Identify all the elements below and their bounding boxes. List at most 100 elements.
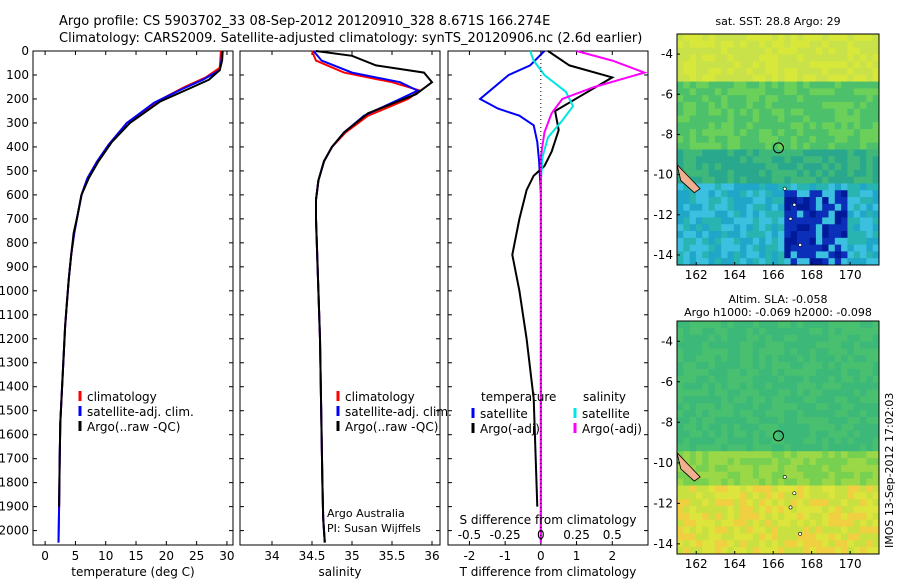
map-cell (822, 506, 829, 514)
map-cell (872, 512, 880, 521)
map-cell (815, 142, 823, 150)
map-cell (784, 95, 792, 103)
map-cell (809, 95, 817, 103)
map-cell (866, 416, 874, 425)
map-cell (822, 355, 829, 363)
map-cell (803, 519, 810, 527)
map-cell (721, 88, 728, 96)
map-cell (872, 471, 880, 480)
map-cell (708, 382, 716, 390)
map-cell (752, 451, 760, 459)
map-cell (695, 61, 703, 69)
map-cell (702, 34, 709, 42)
map-cell (790, 334, 798, 342)
map-cell (866, 183, 874, 191)
map-cell (815, 67, 823, 76)
map-cell (778, 321, 785, 329)
map-cell (847, 197, 855, 205)
map-cell (727, 54, 735, 62)
map-cell (778, 368, 785, 377)
map-cell (721, 197, 728, 205)
map-cell (784, 190, 792, 198)
map-cell (796, 375, 804, 384)
map-cell (695, 403, 703, 411)
top-tick-label: 0.25 (563, 528, 590, 542)
map-cell (860, 437, 867, 445)
map-cell (828, 533, 836, 541)
map-cell (834, 176, 842, 184)
map-cell (778, 362, 785, 370)
map-cell (765, 382, 773, 390)
map-cell (866, 430, 874, 438)
map-cell (746, 410, 754, 418)
map-cell (809, 47, 817, 55)
map-cell (752, 375, 760, 384)
map-cell (853, 512, 861, 521)
map-cell (778, 190, 785, 198)
map-cell (740, 34, 747, 42)
x-tick-label: 162 (685, 268, 708, 282)
map-cell (746, 389, 754, 397)
map-cell (796, 540, 804, 548)
map-cell (847, 451, 855, 459)
map-cell (740, 375, 747, 384)
map-cell (822, 512, 829, 521)
x-tick-label: 10 (98, 549, 113, 563)
map-cell (866, 519, 874, 527)
map-cell (721, 362, 728, 370)
map-cell (790, 519, 798, 527)
map-cell (790, 108, 798, 116)
map-cell (721, 34, 728, 42)
map-cell (790, 231, 798, 239)
map-cell (828, 217, 836, 225)
map-cell (809, 244, 817, 252)
map-cell (815, 334, 823, 342)
map-cell (733, 231, 741, 239)
map-cell (778, 341, 785, 349)
map-cell (695, 115, 703, 123)
map-cell (677, 244, 684, 252)
map-cell (695, 149, 703, 157)
map-cell (809, 258, 817, 266)
map-cell (714, 176, 722, 184)
map-cell (683, 512, 691, 521)
map-cell (752, 341, 760, 349)
map-cell (765, 251, 773, 259)
map-cell (746, 203, 754, 212)
map-cell (784, 54, 792, 62)
map-cell (733, 176, 741, 184)
y-tick-label: 400 (6, 140, 29, 154)
map-cell (746, 348, 754, 356)
map-cell (765, 471, 773, 480)
map-cell (695, 512, 703, 521)
map-cell (752, 348, 760, 356)
map-cell (702, 67, 709, 76)
map-cell (740, 129, 747, 137)
map-cell (721, 444, 728, 452)
map-cell (733, 355, 741, 363)
map-cell (746, 54, 754, 62)
map-cell (778, 416, 785, 425)
map-cell (809, 54, 817, 62)
map-cell (746, 231, 754, 239)
map-cell (841, 88, 848, 96)
map-cell (784, 348, 792, 356)
map-cell (778, 512, 785, 521)
map-cell (803, 190, 810, 198)
map-cell (847, 81, 855, 89)
map-cell (733, 430, 741, 438)
map-cell (860, 169, 867, 178)
map-cell (727, 451, 735, 459)
map-cell (803, 74, 810, 82)
map-cell (872, 533, 880, 541)
map-cell (759, 506, 766, 514)
series-line (58, 50, 224, 507)
map-cell (803, 231, 810, 239)
map-cell (765, 217, 773, 225)
map-cell (689, 423, 697, 432)
map-cell (714, 34, 722, 42)
map-cell (752, 210, 760, 218)
map-cell (740, 321, 747, 329)
map-cell (708, 471, 716, 480)
map-cell (733, 519, 741, 527)
